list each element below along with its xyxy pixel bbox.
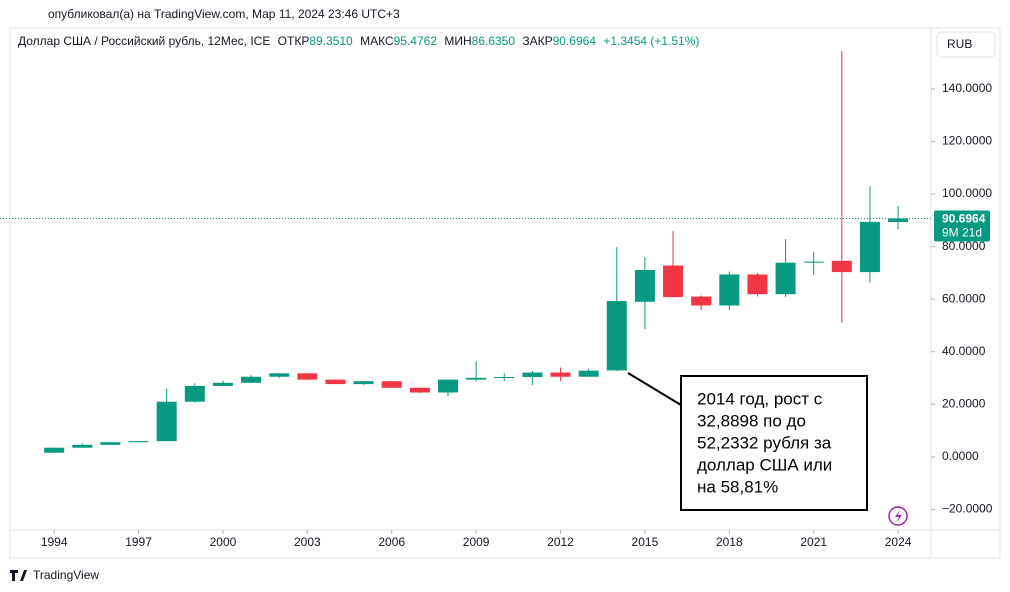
candle-body (719, 274, 740, 306)
y-tick-label: 20.0000 (942, 397, 986, 411)
high: 95.4762 (394, 34, 438, 48)
open-label: ОТКР (278, 34, 310, 48)
x-tick-label: 2015 (632, 535, 659, 549)
y-tick-label: 40.0000 (942, 344, 986, 358)
price-tag (934, 210, 990, 242)
symbol: Доллар США / Российский рубль, 12Мес, IC… (18, 34, 270, 48)
low-label: МИН (444, 34, 471, 48)
symbol-legend: Доллар США / Российский рубль, 12Мес, IC… (18, 34, 699, 48)
candle-body (803, 261, 824, 263)
candle-body (634, 270, 655, 302)
y-tick-label: 80.0000 (942, 239, 986, 253)
events-bolt (895, 510, 902, 523)
x-tick-label: 2006 (378, 535, 405, 549)
logo-mark (10, 570, 27, 581)
candle-body (494, 377, 515, 379)
annotation-line: доллар США или (697, 455, 832, 474)
x-tick-label: 2003 (294, 535, 321, 549)
candle-body (44, 447, 65, 453)
open: 89.3510 (309, 34, 353, 48)
candle-body (888, 218, 909, 223)
price-tag-price: 90.6964 (942, 212, 986, 226)
candle-body (184, 385, 205, 402)
annotation-line: 2014 год, рост с (697, 389, 823, 408)
high-label: МАКС (360, 34, 394, 48)
events-icon[interactable] (888, 506, 908, 526)
x-tick-label: 2024 (885, 535, 912, 549)
currency-button[interactable] (936, 31, 996, 58)
x-tick-label: 1994 (41, 535, 68, 549)
candle-body (747, 274, 768, 295)
candle-body (606, 301, 627, 371)
candle-body (325, 379, 346, 385)
candle-body (72, 444, 93, 448)
candle-body (381, 381, 402, 388)
chart-frame (9, 27, 1001, 559)
candle-body (522, 372, 543, 378)
annotation-line: 32,8898 по до (697, 411, 806, 430)
candle-body (663, 265, 684, 298)
x-tick-label: 2000 (210, 535, 237, 549)
candle-body (831, 260, 852, 273)
candle-body (212, 382, 233, 386)
logo-text: TradingView (33, 568, 99, 582)
candle-body (550, 372, 571, 377)
candle-body (128, 441, 149, 443)
candle-body (437, 379, 458, 393)
candle-body (775, 262, 796, 295)
candle-body (859, 221, 880, 273)
annotation-pointer (627, 372, 682, 406)
low: 86.6350 (472, 34, 516, 48)
annotation-line: 52,2332 рубля за (697, 433, 832, 452)
candle-body (409, 387, 430, 393)
candle-body (269, 373, 290, 377)
logo: TradingView (10, 568, 99, 582)
annotation-line: на 58,81% (697, 477, 778, 496)
close: 90.6964 (553, 34, 597, 48)
annotation-box (680, 375, 868, 511)
y-tick-label: 60.0000 (942, 291, 986, 305)
candle-body (100, 442, 121, 445)
x-tick-label: 2018 (716, 535, 743, 549)
candle-body (578, 370, 599, 377)
candle-body (353, 381, 374, 385)
x-tick-label: 1997 (125, 535, 152, 549)
candle-body (241, 376, 262, 383)
candle-body (691, 296, 712, 306)
x-tick-label: 2012 (547, 535, 574, 549)
y-tick-label: 100.0000 (942, 186, 992, 200)
y-tick-label: 120.0000 (942, 134, 992, 148)
y-tick-label: 140.0000 (942, 81, 992, 95)
y-tick-label: −20.0000 (942, 502, 993, 516)
candle-body (297, 373, 318, 380)
annotation: 2014 год, рост с 32,8898 по до 52,2332 руб… (680, 375, 868, 511)
price-tag-countdown: 9M 21d (942, 226, 982, 240)
change: +1.3454 (+1.51%) (603, 34, 699, 48)
candle-body (156, 401, 177, 442)
close-label: ЗАКР (522, 34, 552, 48)
x-tick-label: 2009 (463, 535, 490, 549)
y-tick-label: 0.0000 (942, 449, 979, 463)
candle-body (466, 377, 487, 380)
currency[interactable]: RUB (947, 37, 972, 51)
published: опубликовал(а) на TradingView.com, Мар 1… (48, 7, 400, 21)
x-tick-label: 2021 (800, 535, 827, 549)
